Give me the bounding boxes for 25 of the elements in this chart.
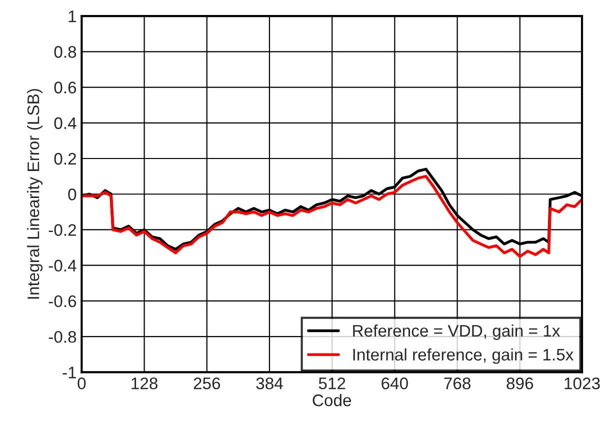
y-tick-label: 0.8 — [54, 46, 76, 58]
x-tick-label: 512 — [318, 378, 346, 390]
y-tick-label: 0.2 — [54, 152, 76, 165]
y-tick-label: -0.8 — [48, 330, 76, 343]
y-tick-label: -0.6 — [48, 295, 76, 308]
x-tick-label: 1023 — [564, 378, 600, 390]
x-tick-label: 768 — [444, 378, 470, 390]
y-tick-label: -0.4 — [48, 260, 76, 272]
x-tick-label: 0 — [78, 378, 86, 390]
line-series — [82, 174, 582, 258]
x-tick-label: 384 — [256, 378, 283, 390]
y-tick-label: 0.4 — [54, 117, 76, 130]
y-tick-label: 0.6 — [54, 82, 76, 94]
y-tick-label: 1 — [68, 10, 76, 22]
y-tick-label: -1 — [62, 366, 76, 378]
x-tick-label: 640 — [382, 378, 408, 390]
x-tick-label: 896 — [506, 378, 534, 390]
y-tick-label: 0 — [68, 188, 76, 200]
x-axis-title: Code — [312, 394, 352, 406]
x-tick-label: 128 — [132, 378, 158, 390]
y-tick-label: -0.2 — [48, 224, 76, 236]
legend-label: Reference = VDD, gain = 1x — [353, 324, 560, 340]
y-axis-title: Integral Linearity Error (LSB) — [27, 89, 43, 299]
legend-label: Internal reference, gain = 1.5x — [353, 348, 574, 364]
x-tick-label: 256 — [194, 378, 220, 390]
